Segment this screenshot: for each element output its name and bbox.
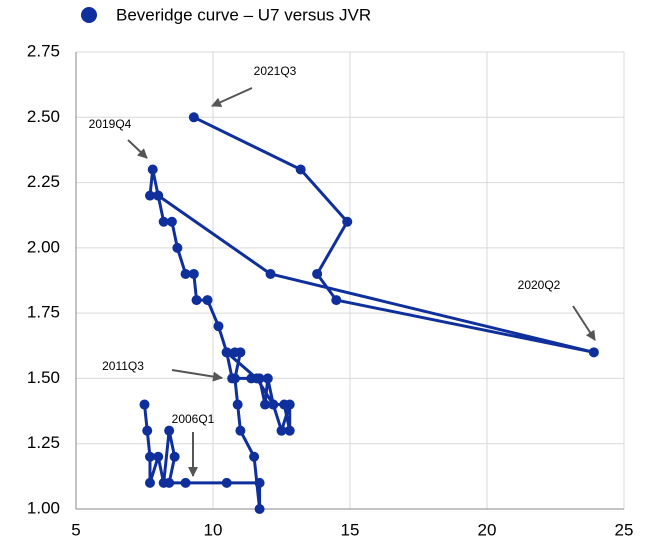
point: [268, 399, 279, 410]
y-tick-label: 2.25: [27, 172, 60, 191]
point: [166, 216, 177, 227]
point: [144, 190, 155, 201]
annotation-arrow: [572, 305, 596, 341]
point: [202, 295, 213, 306]
annotation: 2006Q1: [172, 412, 215, 426]
point: [265, 268, 276, 279]
legend-marker: [81, 7, 97, 23]
legend-label: Beveridge curve – U7 versus JVR: [116, 5, 371, 24]
point: [227, 373, 238, 384]
point: [164, 477, 175, 488]
point: [144, 451, 155, 462]
point: [254, 477, 265, 488]
annotation-arrow: [171, 369, 223, 382]
point: [180, 268, 191, 279]
point: [164, 425, 175, 436]
point: [213, 321, 224, 332]
series-line: [143, 115, 596, 511]
y-tick-label: 2.00: [27, 237, 60, 256]
point: [232, 399, 243, 410]
point: [139, 399, 150, 410]
x-tick-label: 10: [204, 520, 223, 539]
point: [249, 451, 260, 462]
annotation: 2020Q2: [518, 278, 561, 292]
point: [169, 451, 180, 462]
y-tick-label: 2.50: [27, 107, 60, 126]
y-tick-label: 1.50: [27, 368, 60, 387]
point: [254, 504, 265, 514]
point: [153, 190, 164, 201]
point: [142, 425, 153, 436]
annotation: 2021Q3: [254, 64, 297, 78]
point: [147, 164, 158, 175]
y-tick-label: 1.25: [27, 433, 60, 452]
point: [342, 216, 353, 227]
point: [180, 477, 191, 488]
y-tick-label: 1.75: [27, 303, 60, 322]
point: [276, 425, 287, 436]
point: [144, 477, 155, 488]
point: [260, 399, 271, 410]
point: [153, 451, 164, 462]
point: [188, 112, 199, 123]
point: [188, 268, 199, 279]
x-tick-label: 15: [341, 520, 360, 539]
point: [229, 347, 240, 358]
annotation: 2011Q3: [102, 359, 144, 373]
point: [262, 373, 273, 384]
x-tick-label: 20: [478, 520, 497, 539]
point: [284, 425, 295, 436]
point: [235, 425, 246, 436]
point: [331, 295, 342, 306]
point: [295, 164, 306, 175]
y-tick-label: 1.00: [27, 498, 60, 517]
point: [172, 242, 183, 253]
y-tick-label: 2.75: [27, 41, 60, 60]
point: [588, 347, 599, 358]
point: [158, 216, 169, 227]
x-tick-label: 25: [615, 520, 634, 539]
x-tick-label: 5: [71, 520, 80, 539]
point: [279, 399, 290, 410]
point: [251, 373, 262, 384]
point: [221, 347, 232, 358]
annotation-arrow: [211, 87, 253, 107]
point: [312, 268, 323, 279]
point: [191, 295, 202, 306]
annotation-arrow: [127, 139, 148, 159]
point: [221, 477, 232, 488]
annotation: 2019Q4: [89, 117, 132, 131]
